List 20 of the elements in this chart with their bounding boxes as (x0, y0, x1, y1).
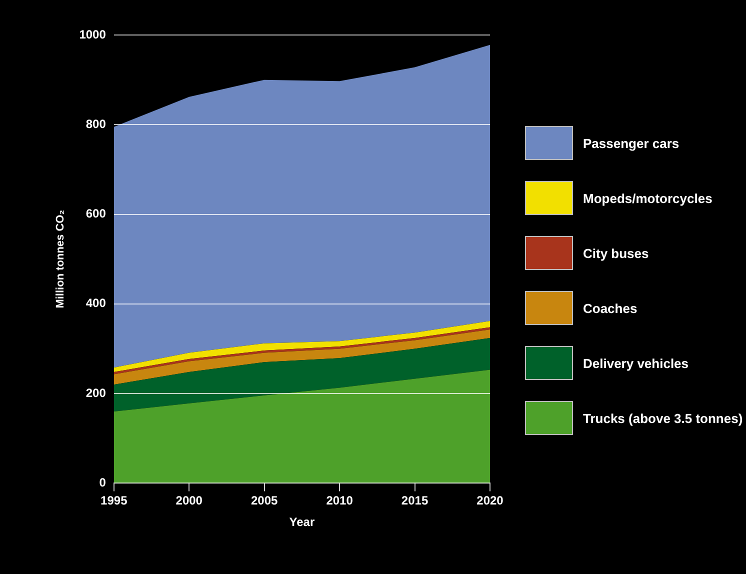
text: Passenger cars (583, 136, 680, 150)
y-tick-label: 200 (86, 386, 106, 400)
x-tick-label: 2020 (476, 494, 504, 508)
x-tick-label: 2005 (250, 494, 278, 508)
x-axis-title: Year (289, 515, 315, 530)
x-tick-label: 1995 (100, 494, 128, 508)
y-tick-label: 800 (86, 116, 106, 131)
y-tick-label: 400 (86, 296, 106, 310)
text: Mopeds/motorcycles (583, 190, 712, 206)
text: Delivery vehicles (583, 356, 689, 370)
y-tick-label: 600 (86, 206, 106, 221)
text: Trucks (above 3.5 tonnes) (583, 410, 743, 426)
x-tick-label: 2015 (401, 494, 428, 508)
text: Coaches (583, 300, 638, 316)
x-tick-label: 2010 (326, 494, 354, 508)
y-tick-label: 0 (99, 476, 106, 490)
x-tick-label: 2000 (176, 494, 203, 508)
text: City buses (583, 246, 649, 260)
y-tick-label: 1000 (79, 27, 106, 42)
y-axis-title: Million tonnes CO₂ (54, 210, 67, 308)
